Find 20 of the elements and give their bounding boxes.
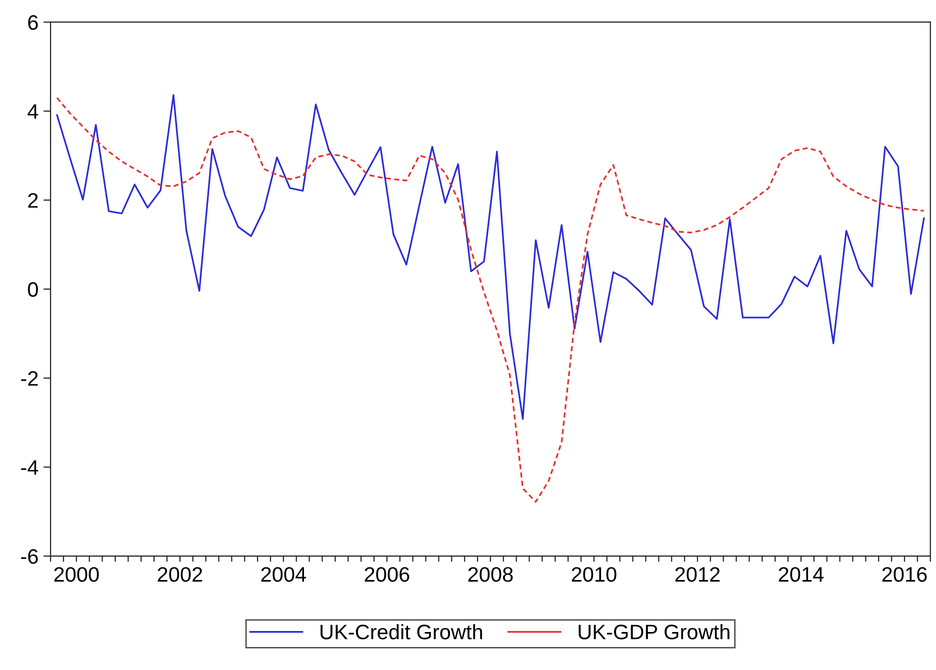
y-tick-label: -4	[21, 460, 38, 475]
x-tick-label: 2002	[158, 567, 202, 582]
x-tick-label: 2004	[261, 567, 306, 582]
y-tick-label: 2	[28, 193, 38, 208]
line-series	[56, 94, 925, 420]
x-tick-label: 2014	[778, 567, 824, 582]
x-tick-label: 2016	[882, 567, 927, 582]
line-series	[56, 96, 925, 503]
y-tick-label: -2	[21, 371, 38, 386]
y-tick-label: -6	[21, 549, 38, 564]
x-tick-label: 2006	[364, 567, 410, 582]
y-tick-label: 0	[28, 282, 38, 297]
x-tick-label: 2012	[675, 567, 720, 582]
y-tick-label: 6	[28, 15, 38, 30]
x-tick-label: 2000	[54, 567, 99, 582]
x-tick-label: 2010	[572, 567, 616, 582]
legend-label: UK-GDP Growth	[578, 624, 730, 640]
y-tick-label: 4	[28, 104, 38, 119]
legend-label: UK-Credit Growth	[320, 624, 482, 640]
x-tick-label: 2008	[468, 567, 513, 582]
